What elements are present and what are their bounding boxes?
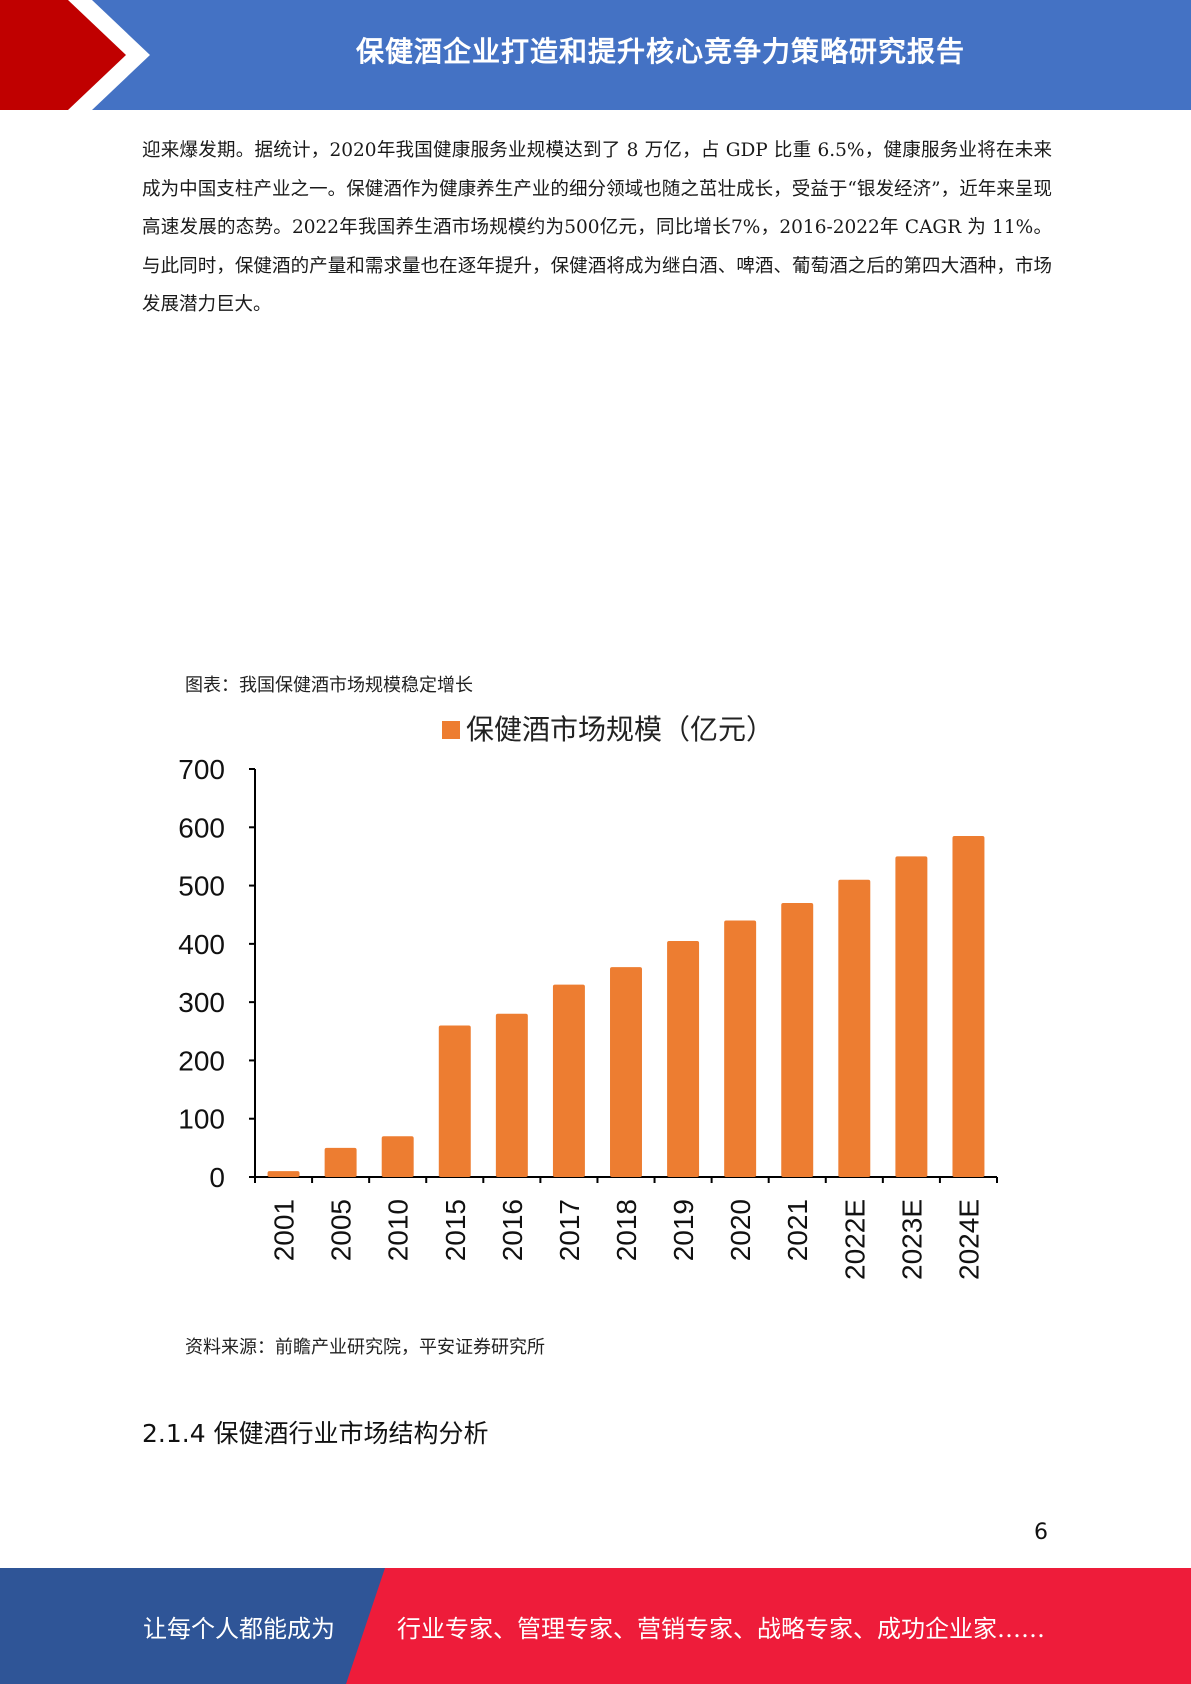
x-tick-label: 2001 <box>269 1199 300 1261</box>
legend-swatch <box>442 721 460 739</box>
page-number: 6 <box>1034 1520 1048 1545</box>
bar <box>838 879 871 1177</box>
footer-slogan-right: 行业专家、管理专家、营销专家、战略专家、成功企业家…… <box>397 1614 1045 1643</box>
x-tick-label: 2019 <box>668 1199 699 1261</box>
market-size-chart: 保健酒市场规模（亿元） 0 100 200 300 400 500 600 700 2001 200… <box>150 705 1030 1305</box>
x-tick-label: 2022E <box>839 1199 870 1280</box>
bar-chart-svg: 保健酒市场规模（亿元） 0 100 200 300 400 500 600 700 2001 200… <box>178 713 998 1280</box>
bar <box>552 984 585 1177</box>
bar <box>610 967 642 1177</box>
x-tick-label: 2024E <box>953 1199 984 1280</box>
header-chevron-decoration <box>0 0 150 110</box>
bar <box>324 1147 357 1177</box>
bar <box>381 1136 414 1177</box>
page-header: 保健酒企业打造和提升核心竞争力策略研究报告 <box>0 0 1191 110</box>
y-tick-label: 600 <box>178 812 225 843</box>
x-tick-label: 2018 <box>611 1199 642 1261</box>
legend-label: 保健酒市场规模（亿元） <box>466 713 774 746</box>
bar <box>952 836 985 1177</box>
y-tick-label: 300 <box>178 987 225 1018</box>
y-tick-label: 500 <box>178 871 225 902</box>
bar <box>781 903 814 1177</box>
section-heading: 2.1.4 保健酒行业市场结构分析 <box>142 1419 489 1448</box>
x-tick-label: 2005 <box>326 1199 357 1261</box>
x-tick-label: 2017 <box>554 1199 585 1261</box>
x-tick-label: 2010 <box>383 1199 414 1261</box>
bar <box>724 920 757 1177</box>
report-title: 保健酒企业打造和提升核心竞争力策略研究报告 <box>355 35 965 68</box>
page-footer: 让每个人都能成为 行业专家、管理专家、营销专家、战略专家、成功企业家…… <box>0 1568 1191 1684</box>
bar <box>895 856 928 1177</box>
footer-slogan-left: 让每个人都能成为 <box>143 1614 335 1643</box>
footer-background <box>0 1568 1191 1684</box>
x-tick-label: 2015 <box>440 1199 471 1261</box>
y-tick-label: 200 <box>178 1045 225 1076</box>
bar <box>495 1013 528 1177</box>
bar <box>667 940 700 1177</box>
y-tick-label: 400 <box>178 929 225 960</box>
x-tick-label: 2020 <box>725 1199 756 1261</box>
x-tick-label: 2016 <box>497 1199 528 1261</box>
y-tick-label: 700 <box>178 754 225 785</box>
figure-caption: 图表：我国保健酒市场规模稳定增长 <box>185 675 473 696</box>
bar <box>438 1025 471 1177</box>
figure-source: 资料来源：前瞻产业研究院，平安证券研究所 <box>185 1337 545 1358</box>
x-tick-label: 2021 <box>782 1199 813 1261</box>
y-tick-label: 0 <box>209 1162 225 1193</box>
y-tick-label: 100 <box>178 1104 225 1135</box>
body-paragraph: 迎来爆发期。据统计，2020年我国健康服务业规模达到了 8 万亿，占 GDP 比… <box>142 140 1052 315</box>
x-tick-label: 2023E <box>896 1199 927 1280</box>
bar <box>267 1171 300 1177</box>
